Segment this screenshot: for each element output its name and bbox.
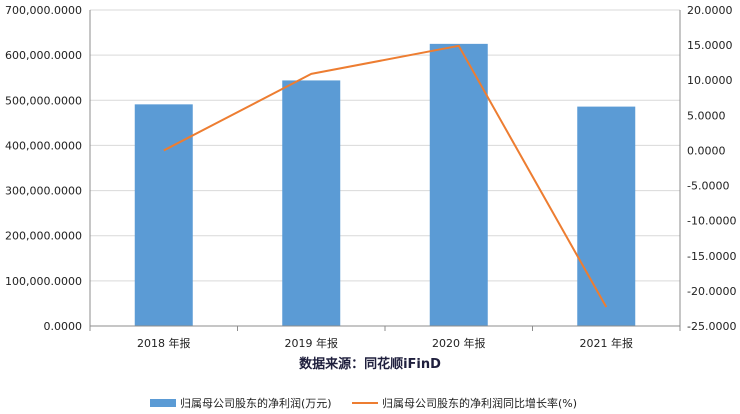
left-tick-label: 200,000.0000 xyxy=(5,230,82,243)
legend-label-line: 归属母公司股东的净利润同比增长率(%) xyxy=(382,396,577,410)
right-tick-label: -5.0000 xyxy=(687,180,729,193)
left-tick-label: 700,000.0000 xyxy=(5,4,82,17)
legend: 归属母公司股东的净利润(万元) 归属母公司股东的净利润同比增长率(%) xyxy=(150,396,577,410)
right-tick-label: 0.0000 xyxy=(687,144,726,157)
category-labels: 2018 年报 2019 年报 2020 年报 2021 年报 xyxy=(137,336,633,350)
right-axis-tick-labels: -25.0000 -20.0000 -15.0000 -10.0000 -5.0000 0… xyxy=(687,4,736,333)
left-tick-label: 300,000.0000 xyxy=(5,185,82,198)
bar-series xyxy=(134,43,636,327)
right-tick-label: -25.0000 xyxy=(687,320,736,333)
category-label: 2019 年报 xyxy=(285,336,339,350)
axes xyxy=(89,10,681,331)
left-axis-tick-labels: 0.0000 100,000.0000 200,000.0000 300,000.00… xyxy=(5,4,82,333)
bar xyxy=(134,104,193,326)
bar xyxy=(429,43,488,326)
bar xyxy=(577,106,636,326)
left-tick-label: 0.0000 xyxy=(44,320,83,333)
category-label: 2020 年报 xyxy=(432,336,486,350)
right-tick-label: -15.0000 xyxy=(687,250,736,263)
right-tick-label: 5.0000 xyxy=(687,109,726,122)
left-tick-label: 500,000.0000 xyxy=(5,94,82,107)
legend-swatch-bar xyxy=(150,399,176,407)
left-tick-label: 100,000.0000 xyxy=(5,275,82,288)
line-series xyxy=(163,44,608,308)
right-tick-label: 20.0000 xyxy=(687,4,733,17)
legend-label-bar: 归属母公司股东的净利润(万元) xyxy=(180,396,332,410)
bar xyxy=(282,80,341,327)
right-tick-label: -10.0000 xyxy=(687,215,736,228)
category-label: 2018 年报 xyxy=(137,336,191,350)
right-tick-label: 15.0000 xyxy=(687,39,733,52)
growth-rate-line xyxy=(163,44,608,308)
data-source-label: 数据来源：同花顺iFinD xyxy=(299,356,441,372)
left-tick-label: 600,000.0000 xyxy=(5,49,82,62)
left-tick-label: 400,000.0000 xyxy=(5,139,82,152)
right-tick-label: -20.0000 xyxy=(687,285,736,298)
right-tick-label: 10.0000 xyxy=(687,74,733,87)
category-label: 2021 年报 xyxy=(580,336,634,350)
